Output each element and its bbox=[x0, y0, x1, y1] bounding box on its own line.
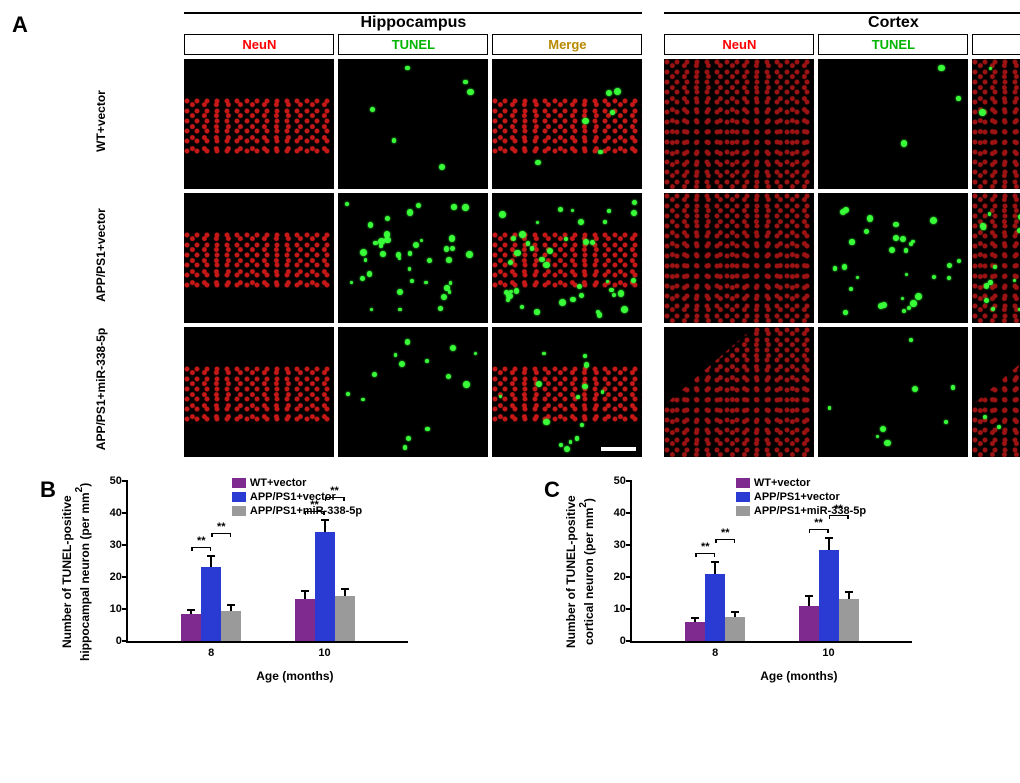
micrograph bbox=[492, 193, 642, 323]
micrograph bbox=[818, 327, 968, 457]
legend-label: WT+vector bbox=[754, 477, 811, 489]
row-label: WT+vector bbox=[94, 90, 108, 152]
row-label: APP/PS1+miR-338-5p bbox=[94, 328, 108, 450]
charts-row: B Number of TUNEL-positivehippocampal ne… bbox=[12, 477, 1008, 683]
channel-header-neun: NeuN bbox=[184, 34, 334, 55]
micrograph bbox=[184, 59, 334, 189]
ytick-label: 30 bbox=[604, 539, 626, 551]
ytick-label: 10 bbox=[604, 603, 626, 615]
micrograph bbox=[818, 59, 968, 189]
legend-label: APP/PS1+vector bbox=[754, 491, 840, 503]
channel-header-tunel: TUNEL bbox=[338, 34, 488, 55]
panel-c-label: C bbox=[544, 477, 560, 683]
bar bbox=[799, 606, 819, 641]
region-title: Cortex bbox=[664, 14, 1020, 32]
significance-label: ** bbox=[217, 521, 226, 533]
micrograph bbox=[664, 327, 814, 457]
channel-header-neun: NeuN bbox=[664, 34, 814, 55]
region-title: Hippocampus bbox=[184, 14, 642, 32]
micrograph bbox=[972, 327, 1020, 457]
bar bbox=[295, 599, 315, 641]
figure: A WT+vector APP/PS1+vector APP/PS1+miR-338… bbox=[12, 12, 1008, 683]
bar bbox=[705, 574, 725, 641]
micrograph bbox=[184, 193, 334, 323]
channel-header-merge: Merge bbox=[972, 34, 1020, 55]
channel-header-merge: Merge bbox=[492, 34, 642, 55]
panel-a-label: A bbox=[12, 12, 28, 38]
ytick-label: 40 bbox=[604, 507, 626, 519]
micrograph bbox=[338, 193, 488, 323]
ytick-label: 0 bbox=[100, 635, 122, 647]
significance-label: ** bbox=[197, 535, 206, 547]
legend-label: APP/PS1+miR-338-5p bbox=[250, 505, 362, 517]
panel-c-plot: 010203040508****10**** WT+vectorAPP/PS1+… bbox=[596, 477, 916, 667]
panel-b-label: B bbox=[40, 477, 56, 683]
significance-label: ** bbox=[701, 541, 710, 553]
row-labels: WT+vector APP/PS1+vector APP/PS1+miR-338-5… bbox=[40, 56, 162, 457]
bar bbox=[335, 596, 355, 641]
panel-c-ylabel: Number of TUNEL-positivecortical neuron … bbox=[564, 477, 596, 667]
legend: WT+vector APP/PS1+vector APP/PS1+miR-338-5… bbox=[232, 477, 362, 519]
legend-label: APP/PS1+miR-338-5p bbox=[754, 505, 866, 517]
panel-c-xlabel: Age (months) bbox=[598, 669, 1000, 683]
micrograph bbox=[818, 193, 968, 323]
xtick-label: 10 bbox=[318, 647, 330, 659]
legend-swatch bbox=[736, 492, 750, 502]
micrograph bbox=[184, 327, 334, 457]
panel-b: B Number of TUNEL-positivehippocampal ne… bbox=[40, 477, 504, 683]
micrograph bbox=[338, 59, 488, 189]
xtick-label: 10 bbox=[822, 647, 834, 659]
ytick-label: 20 bbox=[100, 571, 122, 583]
channel-header-tunel: TUNEL bbox=[818, 34, 968, 55]
micrograph bbox=[492, 59, 642, 189]
scalebar bbox=[601, 447, 636, 451]
legend-swatch bbox=[232, 478, 246, 488]
ytick-label: 20 bbox=[604, 571, 626, 583]
ytick-label: 50 bbox=[604, 475, 626, 487]
bar bbox=[819, 550, 839, 641]
bar bbox=[201, 567, 221, 641]
micrograph bbox=[664, 193, 814, 323]
bar bbox=[315, 532, 335, 641]
xtick-label: 8 bbox=[208, 647, 214, 659]
region-cortex: Cortex NeuNTUNELMerge bbox=[664, 12, 1020, 457]
micrograph bbox=[664, 59, 814, 189]
micrograph bbox=[972, 59, 1020, 189]
micrograph bbox=[972, 193, 1020, 323]
bar bbox=[725, 617, 745, 641]
micrograph bbox=[338, 327, 488, 457]
ytick-label: 50 bbox=[100, 475, 122, 487]
legend-label: APP/PS1+vector bbox=[250, 491, 336, 503]
micrograph bbox=[492, 327, 642, 457]
legend-swatch bbox=[232, 506, 246, 516]
ytick-label: 0 bbox=[604, 635, 626, 647]
bar bbox=[685, 622, 705, 641]
ytick-label: 30 bbox=[100, 539, 122, 551]
legend-swatch bbox=[736, 478, 750, 488]
legend-swatch bbox=[232, 492, 246, 502]
significance-label: ** bbox=[721, 527, 730, 539]
legend: WT+vector APP/PS1+vector APP/PS1+miR-338-5… bbox=[736, 477, 866, 519]
bar bbox=[839, 599, 859, 641]
panel-b-ylabel: Number of TUNEL-positivehippocampal neur… bbox=[60, 477, 92, 667]
region-hippocampus: Hippocampus NeuNTUNELMerge bbox=[184, 12, 642, 457]
row-label: APP/PS1+vector bbox=[94, 208, 108, 302]
panel-c: C Number of TUNEL-positivecortical neuro… bbox=[544, 477, 1008, 683]
bar bbox=[181, 614, 201, 641]
legend-swatch bbox=[736, 506, 750, 516]
bar bbox=[221, 611, 241, 641]
ytick-label: 10 bbox=[100, 603, 122, 615]
xtick-label: 8 bbox=[712, 647, 718, 659]
panel-b-plot: 010203040508****10**** WT+vectorAPP/PS1+… bbox=[92, 477, 412, 667]
panel-a: A WT+vector APP/PS1+vector APP/PS1+miR-338… bbox=[12, 12, 1008, 457]
panel-b-xlabel: Age (months) bbox=[94, 669, 496, 683]
legend-label: WT+vector bbox=[250, 477, 307, 489]
ytick-label: 40 bbox=[100, 507, 122, 519]
